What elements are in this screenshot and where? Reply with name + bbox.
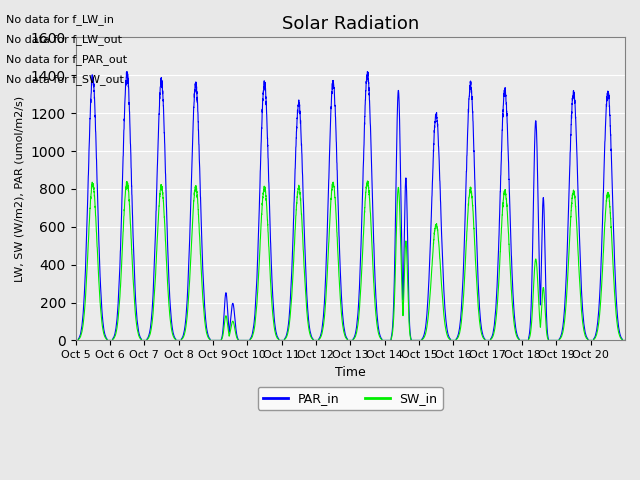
Text: No data for f_LW_out: No data for f_LW_out xyxy=(6,34,122,45)
Text: No data for f_LW_in: No data for f_LW_in xyxy=(6,13,115,24)
Text: No data for f_SW_out: No data for f_SW_out xyxy=(6,74,124,85)
Y-axis label: LW, SW (W/m2), PAR (umol/m2/s): LW, SW (W/m2), PAR (umol/m2/s) xyxy=(15,96,25,282)
X-axis label: Time: Time xyxy=(335,366,365,379)
Legend: PAR_in, SW_in: PAR_in, SW_in xyxy=(258,387,443,410)
Text: No data for f_PAR_out: No data for f_PAR_out xyxy=(6,54,127,65)
Title: Solar Radiation: Solar Radiation xyxy=(282,15,419,33)
